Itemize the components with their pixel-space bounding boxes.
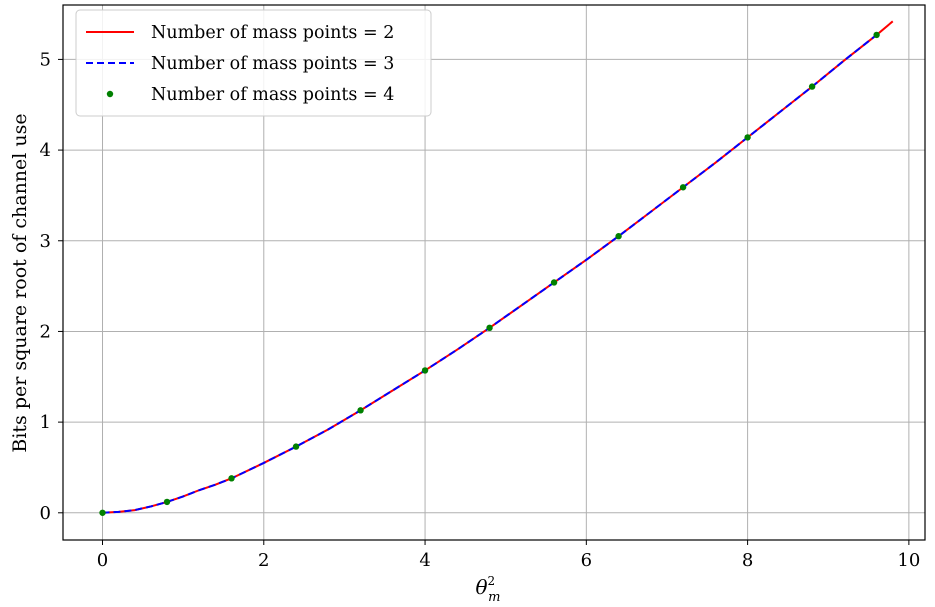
legend-label-series-2: Number of mass points = 2 — [151, 23, 394, 43]
axis-ticks: 0 2 4 6 8 10 0 1 2 3 4 5 — [40, 49, 921, 571]
series-4-point — [292, 443, 300, 450]
x-tick-label: 8 — [742, 550, 753, 571]
y-tick-label: 0 — [40, 503, 51, 524]
series-4-point — [873, 31, 880, 39]
x-tick-label: 4 — [419, 550, 430, 571]
x-axis-label: θ2 m — [475, 574, 500, 605]
y-tick-label: 1 — [40, 412, 51, 433]
x-tick-label: 2 — [258, 550, 269, 571]
series-4-point — [808, 83, 816, 90]
series-4-point — [615, 233, 622, 240]
series-4-point — [421, 367, 429, 374]
legend-label-series-4: Number of mass points = 4 — [151, 85, 394, 105]
plot-series — [99, 20, 894, 516]
legend-label-series-3: Number of mass points = 3 — [151, 54, 394, 74]
x-axis-label-base: θ — [475, 575, 487, 599]
series-4-point — [228, 475, 235, 482]
x-tick-label: 6 — [581, 550, 592, 571]
plot-frame — [62, 4, 926, 541]
y-tick-label: 4 — [40, 140, 51, 161]
y-tick-label: 3 — [40, 231, 51, 252]
legend: Number of mass points = 2 Number of mass… — [75, 9, 432, 117]
series-4-point — [486, 324, 493, 332]
legend-swatch-series-4 — [106, 90, 114, 98]
series-4-point — [99, 509, 106, 516]
x-tick-label: 10 — [897, 550, 920, 571]
x-axis-label-subscript: m — [488, 590, 500, 605]
y-axis-label: Bits per square root of channel use — [9, 113, 31, 452]
x-tick-label: 0 — [97, 550, 108, 571]
x-axis-label-superscript: 2 — [488, 574, 496, 588]
legend-box — [75, 9, 432, 117]
series-4-point — [357, 407, 364, 414]
series-4-point — [550, 279, 558, 286]
y-tick-label: 5 — [40, 49, 51, 70]
series-4-point — [163, 498, 171, 506]
series-4-point — [679, 184, 687, 191]
series-4-point — [744, 134, 751, 141]
y-tick-label: 2 — [40, 321, 51, 342]
